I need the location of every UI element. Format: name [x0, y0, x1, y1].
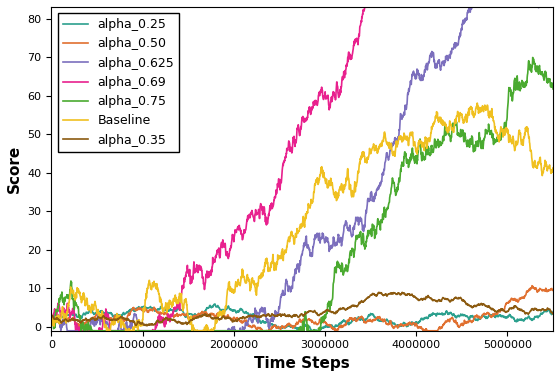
alpha_0.25: [73, 315, 80, 319]
alpha_0.35: [444, 297, 450, 301]
alpha_0.69: [292, 140, 299, 144]
alpha_0.75: [78, 328, 85, 333]
Line: alpha_0.50: alpha_0.50: [52, 286, 553, 331]
alpha_0.35: [536, 308, 543, 312]
alpha_0.69: [550, 0, 557, 2]
alpha_0.625: [474, 0, 480, 2]
alpha_0.35: [292, 313, 299, 318]
alpha_0.75: [48, 317, 55, 321]
X-axis label: Time Steps: Time Steps: [254, 356, 350, 371]
Baseline: [444, 127, 450, 132]
alpha_0.625: [48, 317, 55, 321]
Line: Baseline: Baseline: [52, 103, 553, 331]
alpha_0.75: [535, 72, 542, 76]
Baseline: [279, 249, 286, 254]
alpha_0.69: [535, 0, 542, 2]
alpha_0.25: [536, 314, 543, 318]
Baseline: [292, 231, 299, 236]
alpha_0.25: [444, 309, 450, 314]
Legend: alpha_0.25, alpha_0.50, alpha_0.625, alpha_0.69, alpha_0.75, Baseline, alpha_0.3: alpha_0.25, alpha_0.50, alpha_0.625, alp…: [58, 13, 179, 152]
Baseline: [103, 328, 110, 333]
alpha_0.35: [535, 308, 542, 313]
alpha_0.25: [292, 325, 299, 330]
alpha_0.75: [292, 328, 299, 333]
alpha_0.75: [550, 87, 557, 91]
alpha_0.35: [73, 318, 80, 322]
alpha_0.69: [76, 328, 83, 333]
Line: alpha_0.25: alpha_0.25: [52, 304, 553, 331]
alpha_0.75: [73, 304, 80, 308]
alpha_0.25: [211, 302, 218, 306]
alpha_0.50: [279, 324, 286, 328]
Baseline: [48, 317, 55, 321]
Line: alpha_0.35: alpha_0.35: [52, 292, 553, 326]
alpha_0.69: [444, 0, 450, 2]
alpha_0.69: [48, 317, 55, 321]
alpha_0.625: [444, 57, 450, 61]
alpha_0.75: [536, 65, 543, 70]
Baseline: [474, 101, 480, 105]
alpha_0.25: [308, 328, 315, 333]
alpha_0.35: [48, 313, 55, 318]
alpha_0.75: [529, 55, 536, 60]
alpha_0.625: [279, 292, 286, 296]
alpha_0.35: [550, 312, 557, 316]
Baseline: [73, 289, 80, 293]
alpha_0.69: [536, 0, 543, 2]
Line: alpha_0.75: alpha_0.75: [52, 57, 553, 331]
alpha_0.50: [529, 284, 535, 288]
alpha_0.35: [279, 312, 286, 317]
alpha_0.625: [64, 328, 71, 333]
Baseline: [550, 166, 557, 170]
Y-axis label: Score: Score: [7, 145, 22, 193]
alpha_0.50: [535, 289, 542, 293]
alpha_0.25: [279, 326, 286, 330]
alpha_0.50: [260, 328, 267, 333]
alpha_0.625: [535, 5, 542, 10]
alpha_0.25: [535, 314, 542, 319]
alpha_0.625: [550, 0, 557, 2]
alpha_0.35: [376, 290, 382, 294]
alpha_0.625: [74, 328, 81, 333]
alpha_0.50: [48, 317, 55, 321]
alpha_0.69: [366, 0, 373, 2]
alpha_0.625: [292, 268, 299, 273]
alpha_0.25: [550, 310, 557, 314]
alpha_0.75: [444, 128, 450, 133]
alpha_0.75: [279, 328, 286, 333]
alpha_0.35: [143, 324, 150, 328]
alpha_0.50: [444, 320, 450, 324]
Baseline: [535, 160, 542, 165]
Line: alpha_0.625: alpha_0.625: [52, 0, 553, 331]
alpha_0.69: [73, 322, 80, 327]
alpha_0.50: [536, 288, 543, 293]
alpha_0.25: [48, 317, 55, 321]
alpha_0.50: [550, 288, 557, 293]
alpha_0.69: [279, 167, 286, 172]
Baseline: [536, 161, 543, 165]
alpha_0.50: [73, 321, 80, 325]
Line: alpha_0.69: alpha_0.69: [52, 0, 553, 331]
alpha_0.50: [292, 323, 299, 328]
alpha_0.625: [536, 5, 543, 9]
